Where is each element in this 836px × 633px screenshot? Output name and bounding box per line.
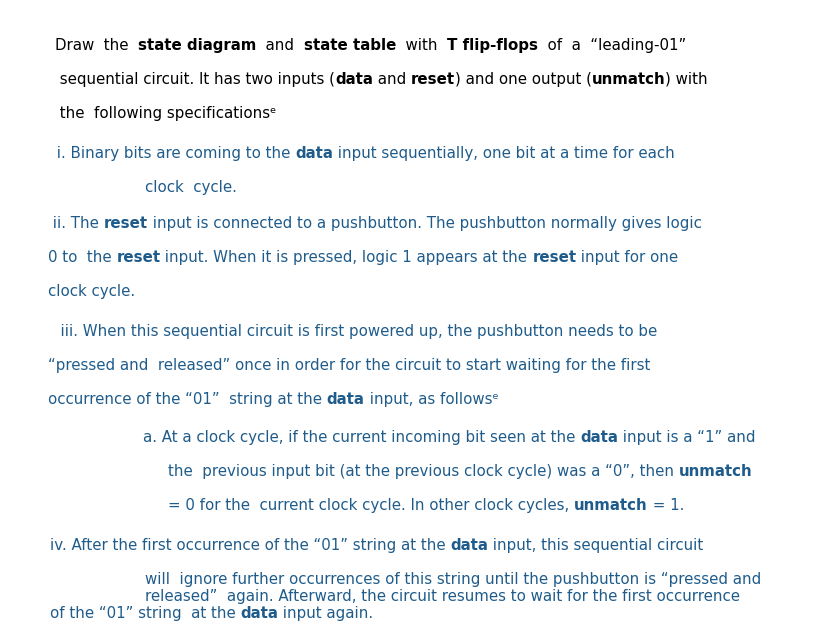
Text: state table: state table <box>303 38 395 53</box>
Text: input. When it is pressed, logic 1 appears at the: input. When it is pressed, logic 1 appea… <box>161 250 532 265</box>
Text: input, as followsᵉ: input, as followsᵉ <box>364 392 497 407</box>
Text: “pressed and  released” once in order for the circuit to start waiting for the f: “pressed and released” once in order for… <box>48 358 650 373</box>
Text: reset: reset <box>410 72 454 87</box>
Text: data: data <box>326 392 364 407</box>
Text: released”  again. Afterward, the circuit resumes to wait for the first occurrenc: released” again. Afterward, the circuit … <box>145 589 739 604</box>
Text: iii. When this sequential circuit is first powered up, the pushbutton needs to b: iii. When this sequential circuit is fir… <box>51 324 656 339</box>
Text: input again.: input again. <box>278 606 373 621</box>
Text: of  a  “leading-01”: of a “leading-01” <box>538 38 686 53</box>
Text: i. Binary bits are coming to the: i. Binary bits are coming to the <box>52 146 295 161</box>
Text: occurrence of the “01”  string at the: occurrence of the “01” string at the <box>48 392 326 407</box>
Text: data: data <box>334 72 372 87</box>
Text: reset: reset <box>532 250 576 265</box>
Text: sequential circuit. It has two inputs (: sequential circuit. It has two inputs ( <box>55 72 334 87</box>
Text: reset: reset <box>116 250 161 265</box>
Text: clock  cycle.: clock cycle. <box>145 180 237 195</box>
Text: the  previous input bit (at the previous clock cycle) was a “0”, then: the previous input bit (at the previous … <box>168 464 678 479</box>
Text: = 1.: = 1. <box>647 498 683 513</box>
Text: will  ignore further occurrences of this string until the pushbutton is “pressed: will ignore further occurrences of this … <box>145 572 760 587</box>
Text: unmatch: unmatch <box>591 72 665 87</box>
Text: with: with <box>395 38 446 53</box>
Text: ) and one output (: ) and one output ( <box>454 72 591 87</box>
Text: = 0 for the  current clock cycle. In other clock cycles,: = 0 for the current clock cycle. In othe… <box>168 498 573 513</box>
Text: data: data <box>240 606 278 621</box>
Text: of the “01” string  at the: of the “01” string at the <box>50 606 240 621</box>
Text: and: and <box>256 38 303 53</box>
Text: Draw  the: Draw the <box>55 38 138 53</box>
Text: data: data <box>579 430 617 445</box>
Text: data: data <box>450 538 487 553</box>
Text: unmatch: unmatch <box>678 464 752 479</box>
Text: unmatch: unmatch <box>573 498 647 513</box>
Text: ii. The: ii. The <box>48 216 104 231</box>
Text: input sequentially, one bit at a time for each: input sequentially, one bit at a time fo… <box>333 146 674 161</box>
Text: input, this sequential circuit: input, this sequential circuit <box>487 538 703 553</box>
Text: data: data <box>295 146 333 161</box>
Text: T flip-flops: T flip-flops <box>446 38 538 53</box>
Text: 0 to  the: 0 to the <box>48 250 116 265</box>
Text: iv. After the first occurrence of the “01” string at the: iv. After the first occurrence of the “0… <box>50 538 450 553</box>
Text: input is a “1” and: input is a “1” and <box>617 430 755 445</box>
Text: the  following specificationsᵉ: the following specificationsᵉ <box>55 106 276 121</box>
Text: reset: reset <box>104 216 148 231</box>
Text: input for one: input for one <box>576 250 678 265</box>
Text: a. At a clock cycle, if the current incoming bit seen at the: a. At a clock cycle, if the current inco… <box>143 430 579 445</box>
Text: state diagram: state diagram <box>138 38 256 53</box>
Text: clock cycle.: clock cycle. <box>48 284 135 299</box>
Text: input is connected to a pushbutton. The pushbutton normally gives logic: input is connected to a pushbutton. The … <box>148 216 701 231</box>
Text: and: and <box>372 72 410 87</box>
Text: ) with: ) with <box>665 72 707 87</box>
